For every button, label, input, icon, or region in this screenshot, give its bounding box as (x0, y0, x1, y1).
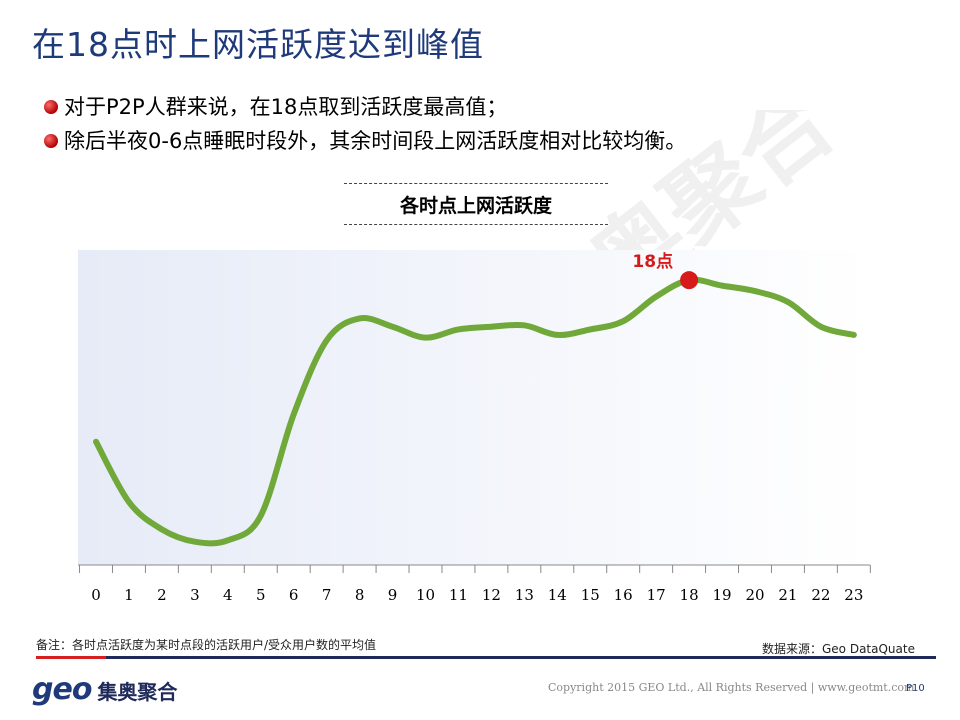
x-tick-label: 1 (124, 586, 134, 604)
data-point (423, 335, 428, 340)
x-tick-label: 9 (388, 586, 398, 604)
bullet-item: 对于P2P人群来说，在18点取到活跃度最高值； (44, 90, 686, 124)
series-line (93, 276, 857, 547)
peak-label: 18点 (632, 251, 673, 272)
chart-title: 各时点上网活跃度 (399, 195, 552, 217)
x-tick-label: 4 (223, 586, 233, 604)
data-point (159, 527, 164, 532)
x-tick-label: 19 (713, 586, 732, 604)
bullet-text: 对于P2P人群来说，在18点取到活跃度最高值； (64, 95, 508, 119)
bullet-dot-icon (44, 100, 58, 114)
x-tick-label: 10 (416, 586, 435, 604)
x-tick-label: 17 (647, 586, 666, 604)
bullet-item: 除后半夜0-6点睡眠时段外，其余时间段上网活跃度相对比较均衡。 (44, 124, 686, 158)
data-point (588, 327, 593, 332)
x-tick-label: 8 (355, 586, 365, 604)
x-tick-label: 13 (515, 586, 534, 604)
x-tick-label: 21 (778, 586, 797, 604)
data-point (324, 338, 329, 343)
data-point (357, 316, 362, 321)
x-tick-label: 14 (548, 586, 567, 604)
data-point (94, 439, 99, 444)
data-point (258, 513, 263, 518)
data-point (851, 332, 856, 337)
data-source: 数据来源：Geo DataQuate (762, 642, 915, 656)
bullet-text: 除后半夜0-6点睡眠时段外，其余时间段上网活跃度相对比较均衡。 (64, 129, 687, 153)
plot-area (78, 250, 870, 565)
bullet-dot-icon (44, 134, 58, 148)
data-point (818, 324, 823, 329)
x-tick-label: 11 (449, 586, 468, 604)
data-point (720, 283, 725, 288)
page-title: 在18点时上网活跃度达到峰值 (32, 25, 484, 64)
logo-geo-text: geo (32, 672, 92, 707)
data-point (291, 412, 296, 417)
copyright-text: Copyright 2015 GEO Ltd., All Rights Rese… (548, 681, 915, 694)
x-tick-label: 2 (157, 586, 167, 604)
x-tick-label: 5 (256, 586, 266, 604)
logo-cn-text: 集奥聚合 (97, 680, 178, 704)
x-tick-label: 12 (482, 586, 501, 604)
data-point (555, 332, 560, 337)
x-tick-label: 23 (844, 586, 863, 604)
data-point (192, 539, 197, 544)
x-tick-label: 16 (614, 586, 633, 604)
company-logo: geo 集奥聚合 (32, 672, 177, 707)
data-point (225, 538, 230, 543)
data-point (390, 324, 395, 329)
data-point (753, 289, 758, 294)
footer-divider-accent (36, 656, 106, 659)
page-number: P10 (906, 683, 925, 694)
bullet-list: 对于P2P人群来说，在18点取到活跃度最高值； 除后半夜0-6点睡眠时段外，其余… (44, 90, 686, 158)
x-tick-label: 7 (322, 586, 332, 604)
x-tick-label: 3 (190, 586, 200, 604)
data-point (489, 324, 494, 329)
x-tick-label: 22 (811, 586, 830, 604)
data-point (126, 500, 131, 505)
x-tick-label: 18 (680, 586, 699, 604)
x-tick-label: 6 (289, 586, 299, 604)
x-tick-label: 15 (581, 586, 600, 604)
chart-title-bottom-rule (344, 224, 608, 225)
footnote: 备注：各时点活跃度为某时点段的活跃用户/受众用户数的平均值 (36, 638, 377, 652)
data-point (654, 294, 659, 299)
chart-title-top-rule (344, 183, 608, 184)
chart-title-box: 各时点上网活跃度 (344, 183, 608, 225)
x-tick-label: 0 (91, 586, 101, 604)
data-point (456, 327, 461, 332)
data-point (785, 300, 790, 305)
x-tick-label: 20 (745, 586, 764, 604)
footer-divider (36, 656, 936, 659)
peak-marker (680, 271, 699, 290)
data-point (621, 319, 626, 324)
data-point (522, 323, 527, 328)
